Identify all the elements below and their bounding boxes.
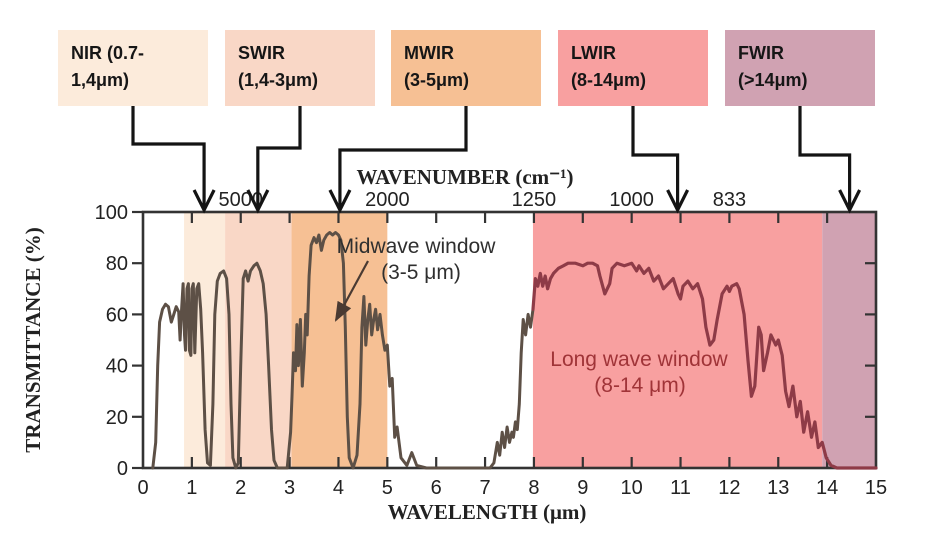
midwave-annotation-line1: Midwave window (337, 235, 497, 258)
transmittance-curve (151, 231, 878, 470)
plot-frame (141, 210, 878, 470)
y-tick-label: 100 (95, 202, 128, 224)
band-box-label: (3-5μm) (404, 70, 470, 90)
midwave-annotation-arrow (334, 260, 369, 322)
band-arrowhead-mwir (328, 189, 352, 214)
x-axis-title: WAVELENGTH (μm) (388, 500, 587, 524)
band-connector-arrows (131, 106, 862, 214)
y-tick-label: 60 (106, 304, 128, 326)
longwave-annotation-line1: Long wave window (550, 348, 728, 371)
x-tick-label: 2 (235, 477, 246, 499)
x-tick-label: 1 (186, 477, 197, 499)
x-tick-label: 9 (577, 477, 588, 499)
x-tick-label: 15 (865, 477, 887, 499)
band-box-label: (1,4-3μm) (238, 70, 319, 90)
x-tick-label: 13 (767, 477, 789, 499)
y-tick-label: 0 (117, 458, 128, 480)
band-arrowhead-swir (246, 189, 270, 214)
band-box-swir: SWIR (1,4-3μm) (225, 30, 375, 106)
curve-segment-below-8um (151, 231, 535, 470)
wavenumber-tick-label: 1250 (512, 189, 557, 211)
x-tick-label: 8 (528, 477, 539, 499)
x-tick-label: 10 (621, 477, 643, 499)
band-box-label: NIR (0.7- (71, 43, 145, 63)
x-tick-label: 0 (137, 477, 148, 499)
x-tick-label: 12 (718, 477, 740, 499)
band-box-label: 1,4μm) (71, 70, 130, 90)
band-arrowhead-fwir (838, 189, 862, 214)
band-box-label: MWIR (404, 43, 454, 63)
band-arrow-lwir (631, 106, 680, 208)
band-shade-swir (225, 213, 292, 467)
longwave-annotation-line2: (8-14 μm) (594, 374, 685, 397)
band-box-label: FWIR (738, 43, 784, 63)
band-arrow-mwir (338, 106, 468, 208)
band-arrowhead-nir (192, 189, 216, 214)
band-box-label: (8-14μm) (571, 70, 647, 90)
band-box-nir: NIR (0.7- 1,4μm) (58, 30, 208, 106)
y-tick-label: 80 (106, 253, 128, 275)
top-axis-title: WAVENUMBER (cm⁻¹) (356, 165, 573, 189)
y-tick-label: 40 (106, 356, 128, 378)
band-arrow-swir (256, 106, 302, 208)
wavenumber-tick-label: 2000 (365, 189, 410, 211)
band-box-label: LWIR (571, 43, 616, 63)
band-arrowhead-lwir (666, 189, 690, 214)
band-arrow-nir (131, 106, 206, 208)
y-axis-title: TRANSMITTANCE (%) (21, 227, 45, 452)
x-tick-label: 6 (431, 477, 442, 499)
x-tick-label: 11 (670, 477, 691, 499)
band-arrow-fwir (798, 106, 852, 208)
wavenumber-tick-label: 1000 (609, 189, 654, 211)
band-shade-fwir (822, 213, 876, 467)
y-tick-label: 20 (106, 407, 128, 429)
wavenumber-tick-label: 833 (713, 189, 746, 211)
x-tick-label: 7 (480, 477, 491, 499)
x-tick-label: 14 (816, 477, 838, 499)
x-tick-label: 3 (284, 477, 295, 499)
band-box-fwir: FWIR (>14μm) (725, 30, 875, 106)
x-tick-label: 4 (333, 477, 344, 499)
band-box-mwir: MWIR (3-5μm) (391, 30, 541, 106)
band-box-label: (>14μm) (738, 70, 808, 90)
band-shade-mwir (291, 213, 388, 467)
curve-segment-above-8um (531, 261, 878, 470)
band-box-label: SWIR (238, 43, 285, 63)
x-tick-label: 5 (382, 477, 393, 499)
midwave-annotation-line2: (3-5 μm) (381, 261, 461, 284)
band-box-lwir: LWIR (8-14μm) (558, 30, 708, 106)
